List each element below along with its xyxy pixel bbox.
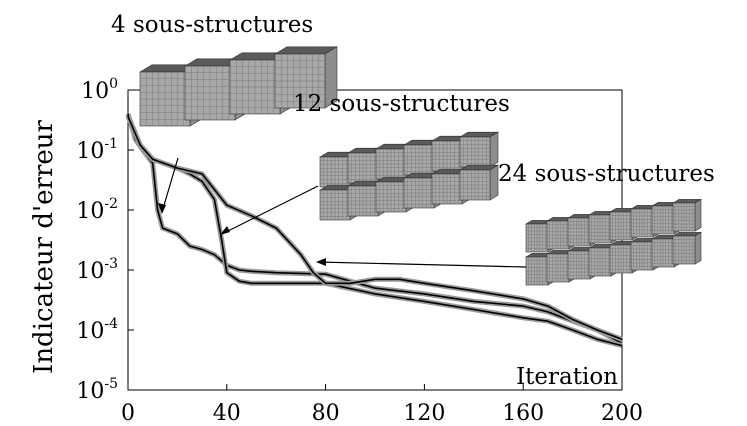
series-line-3	[127, 116, 623, 341]
annotation-24-sous-structures: 24 sous-structures	[498, 161, 715, 187]
y-tick-label: 100	[81, 76, 118, 104]
x-tick-label: 200	[601, 401, 643, 426]
annotation-4-sous-structures: 4 sous-structures	[111, 12, 313, 38]
arrow-12-head	[220, 226, 230, 235]
x-axis-label: Iteration	[516, 364, 618, 390]
x-tick-label: 0	[121, 401, 135, 426]
y-tick-label: 10-2	[76, 196, 118, 224]
arrow-4-head	[158, 203, 166, 214]
x-tick-label: 120	[403, 401, 445, 426]
mesh-cube-24	[671, 231, 703, 265]
model-illustrations	[138, 46, 703, 286]
annotation-12-sous-structures: 12 sous-structures	[293, 91, 510, 117]
arrow-24-head	[316, 258, 326, 266]
x-tick-label: 160	[502, 401, 544, 426]
x-tick-label: 40	[213, 401, 241, 426]
series-line-1	[127, 113, 623, 345]
mesh-cube-12	[458, 164, 500, 201]
arrow-12-sous-structures	[221, 185, 319, 235]
mesh-cube-24	[671, 198, 703, 232]
y-tick-label: 10-3	[76, 256, 118, 284]
mesh-cube-4-4	[273, 46, 339, 109]
annotation-arrows	[158, 157, 527, 268]
y-tick-label: 10-4	[76, 316, 118, 344]
series-layer	[125, 113, 624, 349]
y-tick-label: 10-5	[76, 376, 118, 404]
arrow-24-sous-structures	[317, 261, 527, 268]
arrow-4-sous-structures	[161, 157, 179, 213]
tick-layer: 0 40 80 120 160 200 100 10-1 10-2 10-3 10-4 10-5	[76, 76, 643, 426]
x-tick-label: 80	[312, 401, 340, 426]
y-axis-label: Indicateur d'erreur	[29, 119, 59, 373]
y-tick-label: 10-1	[76, 136, 118, 164]
mesh-cube-12	[458, 131, 500, 168]
